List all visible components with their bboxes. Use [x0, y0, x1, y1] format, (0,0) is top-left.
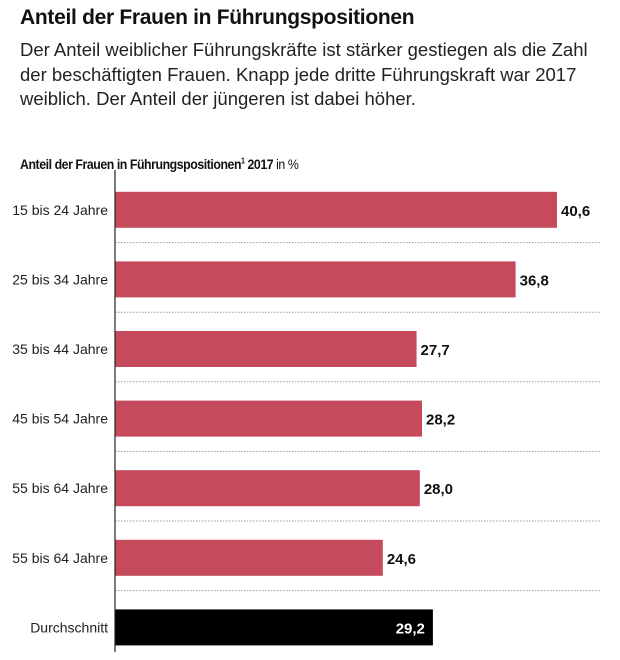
- value-label: 29,2: [396, 620, 425, 637]
- bar: [115, 400, 423, 437]
- value-label: 36,8: [520, 272, 549, 289]
- category-label: 55 bis 64 Jahre: [12, 480, 108, 496]
- value-label: 40,6: [561, 203, 590, 220]
- value-label: 28,2: [426, 412, 455, 429]
- bar: [115, 261, 516, 298]
- category-label: 35 bis 44 Jahre: [12, 341, 108, 357]
- category-label: 25 bis 34 Jahre: [12, 271, 108, 287]
- value-label: 24,6: [387, 551, 416, 568]
- category-label: 15 bis 24 Jahre: [12, 202, 108, 218]
- footnote-mark: 1: [241, 156, 245, 166]
- chart-title: Anteil der Frauen in Führungspositionen: [20, 6, 415, 29]
- category-label: 55 bis 64 Jahre: [12, 550, 108, 566]
- heading-year: 2017: [247, 156, 274, 172]
- value-label: 27,7: [421, 342, 450, 359]
- category-label: Durchschnitt: [30, 619, 108, 635]
- bar: [115, 191, 557, 228]
- bar: [115, 609, 433, 646]
- category-label: 45 bis 54 Jahre: [12, 411, 108, 427]
- bar: [115, 539, 383, 576]
- heading-unit: in %: [276, 156, 299, 172]
- bar: [115, 470, 420, 507]
- chart-subtitle: Der Anteil weiblicher Führungskräfte ist…: [20, 39, 588, 109]
- bar: [115, 331, 417, 367]
- value-label: 28,0: [424, 481, 453, 498]
- heading-text: Anteil der Frauen in Führungspositionen: [20, 156, 242, 172]
- chart-heading: Anteil der Frauen in Führungspositionen1…: [20, 156, 299, 172]
